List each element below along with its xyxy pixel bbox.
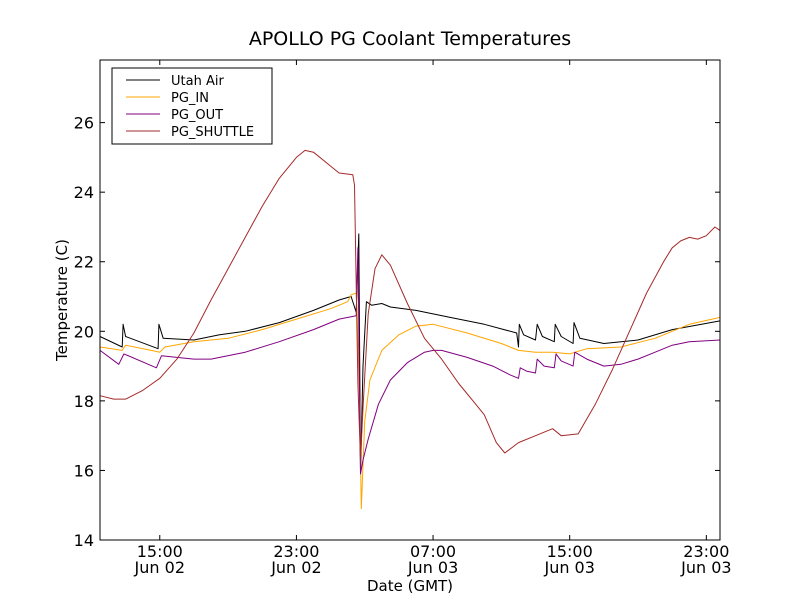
x-tick-label: 15:00 bbox=[547, 542, 593, 561]
legend: Utah Air PG_IN PG_OUT PG_SHUTTLE bbox=[111, 67, 273, 145]
y-tick-label: 22 bbox=[74, 253, 94, 272]
plot-frame bbox=[99, 59, 721, 541]
x-tick-label: 07:00 bbox=[410, 542, 456, 561]
x-tick-date-label: Jun 02 bbox=[134, 558, 185, 577]
chart-title: APOLLO PG Coolant Temperatures bbox=[249, 28, 571, 50]
legend-label: PG_SHUTTLE bbox=[171, 125, 254, 140]
series-line-pg-shuttle bbox=[99, 149, 721, 461]
x-tick-date-label: Jun 03 bbox=[407, 558, 458, 577]
legend-label: PG_IN bbox=[171, 91, 209, 106]
legend-label: PG_OUT bbox=[171, 108, 223, 123]
x-tick-label: 23:00 bbox=[683, 542, 729, 561]
series-line-pg-in bbox=[99, 292, 721, 510]
series-line-pg-out bbox=[99, 247, 721, 475]
series-layer bbox=[99, 149, 721, 510]
series-line-utah-air bbox=[99, 233, 721, 475]
x-tick-date-label: Jun 03 bbox=[680, 558, 731, 577]
y-tick-label: 24 bbox=[74, 183, 94, 202]
y-tick-label: 18 bbox=[74, 392, 94, 411]
y-tick-label: 16 bbox=[74, 461, 94, 480]
y-tick-label: 26 bbox=[74, 114, 94, 133]
y-axis-label: Temperature (C) bbox=[53, 239, 71, 362]
y-tick-label: 20 bbox=[74, 322, 94, 341]
x-tick-label: 15:00 bbox=[137, 542, 183, 561]
x-tick-date-label: Jun 03 bbox=[543, 558, 594, 577]
x-tick-date-label: Jun 02 bbox=[270, 558, 321, 577]
legend-label: Utah Air bbox=[171, 74, 224, 89]
x-axis-label: Date (GMT) bbox=[367, 577, 453, 595]
y-axis: 14 16 18 20 22 24 26 bbox=[74, 114, 720, 550]
y-tick-label: 14 bbox=[74, 531, 94, 550]
x-tick-label: 23:00 bbox=[273, 542, 319, 561]
